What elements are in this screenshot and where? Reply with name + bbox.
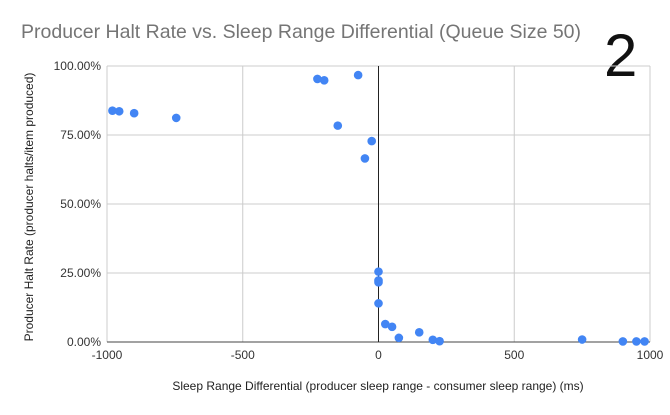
data-point [374,267,383,276]
data-point [333,121,343,130]
data-point [114,106,124,116]
data-point [129,108,139,118]
x-tick-label: -1000 [92,348,123,362]
y-tick-label: 50.00% [60,197,101,211]
data-point [414,328,424,337]
data-point [313,74,322,84]
y-tick-label: 25.00% [60,266,101,280]
data-point [380,319,390,329]
data-point [360,154,370,163]
y-tick-label: 0.00% [67,335,101,349]
data-point [171,113,181,123]
data-point [577,335,587,344]
y-tick-label: 75.00% [60,128,101,142]
data-point [108,106,117,116]
data-point [394,333,404,343]
y-tick-label: 100.00% [54,59,102,73]
data-point [374,278,383,287]
data-point [435,336,444,346]
data-point [632,337,641,346]
data-point [367,136,377,146]
data-point [319,76,329,85]
data-point [374,299,383,308]
x-axis-label: Sleep Range Differential (producer sleep… [172,379,584,393]
x-tick-label: 1000 [637,348,664,362]
data-point [387,322,397,332]
data-point [618,337,628,346]
data-point [353,70,363,80]
x-tick-label: 500 [504,348,524,362]
data-point [428,335,438,345]
corner-number-label: 2 [604,22,638,89]
chart-title: Producer Halt Rate vs. Sleep Range Diffe… [21,21,582,43]
data-point [640,337,649,346]
x-tick-label: 0 [375,348,382,362]
x-tick-label: -500 [231,348,255,362]
